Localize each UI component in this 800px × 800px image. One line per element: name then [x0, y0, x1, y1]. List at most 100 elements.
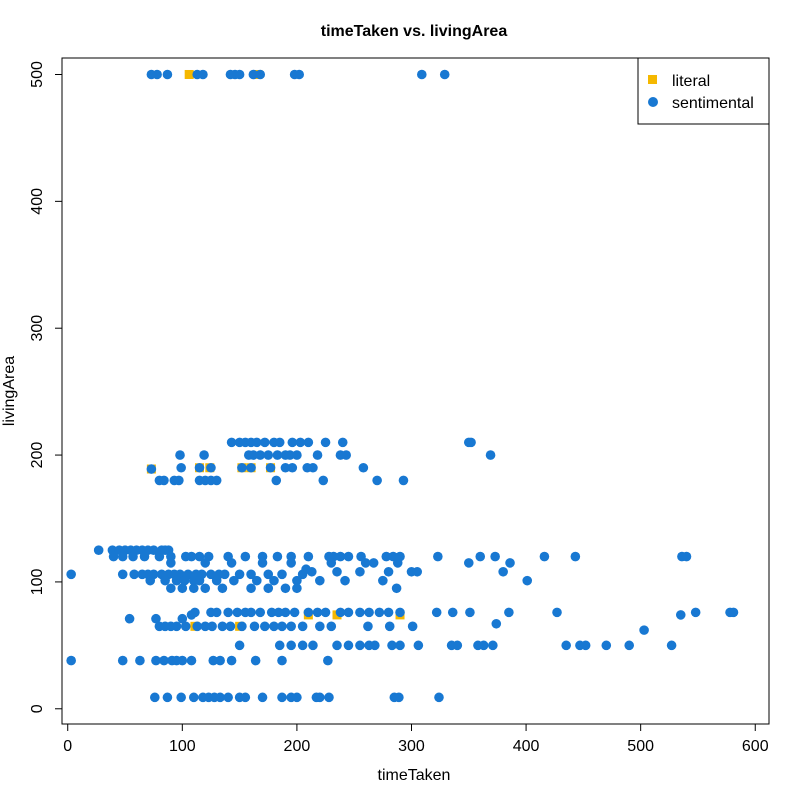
data-point-sentimental [166, 583, 176, 594]
data-point-sentimental [272, 450, 283, 460]
data-point-sentimental [269, 575, 279, 586]
data-point-sentimental [271, 475, 282, 486]
data-points [66, 69, 739, 703]
data-point-sentimental [552, 607, 562, 618]
data-point-sentimental [320, 607, 331, 618]
data-point-sentimental [159, 655, 169, 666]
data-point-sentimental [251, 437, 262, 448]
data-point-sentimental [139, 551, 150, 562]
data-point-sentimental [292, 583, 302, 594]
x-axis: 0 100 200 300 400 500 600 [63, 724, 769, 755]
data-point-sentimental [211, 575, 222, 586]
data-point-sentimental [117, 569, 128, 580]
data-point-sentimental [146, 464, 157, 474]
data-point-sentimental [176, 692, 186, 703]
data-point-sentimental [439, 69, 450, 80]
data-point-sentimental [580, 640, 591, 651]
data-point-sentimental [255, 450, 266, 460]
data-point-sentimental [335, 607, 346, 618]
y-tick-label: 500 [29, 61, 46, 88]
data-point-sentimental [166, 558, 176, 568]
data-point-sentimental [306, 566, 317, 577]
data-point-sentimental [465, 607, 475, 618]
data-point-sentimental [117, 655, 128, 666]
data-point-sentimental [318, 475, 329, 486]
data-point-sentimental [287, 437, 298, 448]
data-point-sentimental [475, 551, 486, 562]
x-tick-label: 300 [398, 738, 425, 755]
data-point-sentimental [287, 462, 298, 473]
data-point-sentimental [303, 607, 314, 618]
data-point-sentimental [194, 551, 205, 562]
data-point-sentimental [129, 569, 139, 580]
data-point-sentimental [128, 551, 138, 562]
data-point-sentimental [308, 640, 318, 651]
data-point-sentimental [504, 607, 514, 618]
data-point-sentimental [175, 450, 185, 460]
data-point-sentimental [384, 621, 395, 632]
data-point-sentimental [188, 692, 199, 703]
data-point-sentimental [398, 475, 409, 486]
data-point-sentimental [257, 558, 268, 568]
data-point-sentimental [200, 558, 211, 568]
data-point-sentimental [320, 437, 331, 448]
data-point-sentimental [124, 613, 135, 624]
data-point-sentimental [332, 640, 342, 651]
data-point-sentimental [192, 621, 203, 632]
data-point-sentimental [280, 583, 291, 594]
data-point-sentimental [323, 655, 333, 666]
data-point-sentimental [413, 640, 424, 651]
data-point-sentimental [180, 621, 191, 632]
data-point-sentimental [363, 621, 373, 632]
data-point-sentimental [412, 566, 423, 577]
data-point-sentimental [177, 655, 188, 666]
data-point-sentimental [154, 551, 165, 562]
data-point-sentimental [463, 558, 474, 568]
data-point-sentimental [171, 575, 182, 586]
data-point-sentimental [263, 450, 274, 460]
data-point-sentimental [160, 575, 170, 586]
data-point-sentimental [395, 640, 405, 651]
data-point-sentimental [294, 69, 304, 80]
legend-label-literal: literal [672, 73, 710, 90]
data-point-sentimental [151, 613, 161, 624]
data-point-sentimental [93, 545, 104, 556]
data-point-sentimental [194, 575, 205, 586]
data-point-sentimental [332, 566, 342, 577]
data-point-sentimental [286, 640, 296, 651]
y-axis-label: livingArea [1, 356, 18, 426]
data-point-sentimental [135, 655, 145, 666]
data-point-sentimental [490, 551, 500, 562]
data-point-sentimental [308, 462, 318, 473]
data-point-sentimental [297, 640, 308, 651]
data-point-sentimental [255, 69, 266, 80]
data-point-sentimental [381, 551, 392, 562]
data-point-sentimental [226, 437, 237, 448]
data-point-sentimental [277, 569, 287, 580]
data-point-sentimental [229, 575, 239, 586]
data-point-sentimental [211, 475, 222, 486]
data-point-sentimental [364, 607, 374, 618]
data-point-sentimental [232, 607, 243, 618]
x-tick-label: 0 [63, 738, 72, 755]
y-tick-label: 400 [29, 188, 46, 215]
legend: literal sentimental [637, 57, 770, 125]
y-tick-label: 0 [29, 704, 46, 713]
data-point-sentimental [266, 607, 277, 618]
x-axis-label: timeTaken [378, 767, 451, 784]
data-point-sentimental [370, 640, 380, 651]
data-point-sentimental [315, 575, 325, 586]
data-point-sentimental [206, 462, 216, 473]
data-point-sentimental [223, 607, 233, 618]
data-point-sentimental [372, 475, 382, 486]
data-point-sentimental [485, 450, 496, 460]
x-tick-label: 200 [284, 738, 311, 755]
data-point-sentimental [240, 551, 251, 562]
data-point-sentimental [148, 545, 159, 556]
data-point-sentimental [452, 640, 463, 651]
legend-box [637, 57, 770, 125]
data-point-sentimental [286, 558, 296, 568]
data-point-sentimental [274, 437, 285, 448]
data-point-sentimental [250, 655, 261, 666]
